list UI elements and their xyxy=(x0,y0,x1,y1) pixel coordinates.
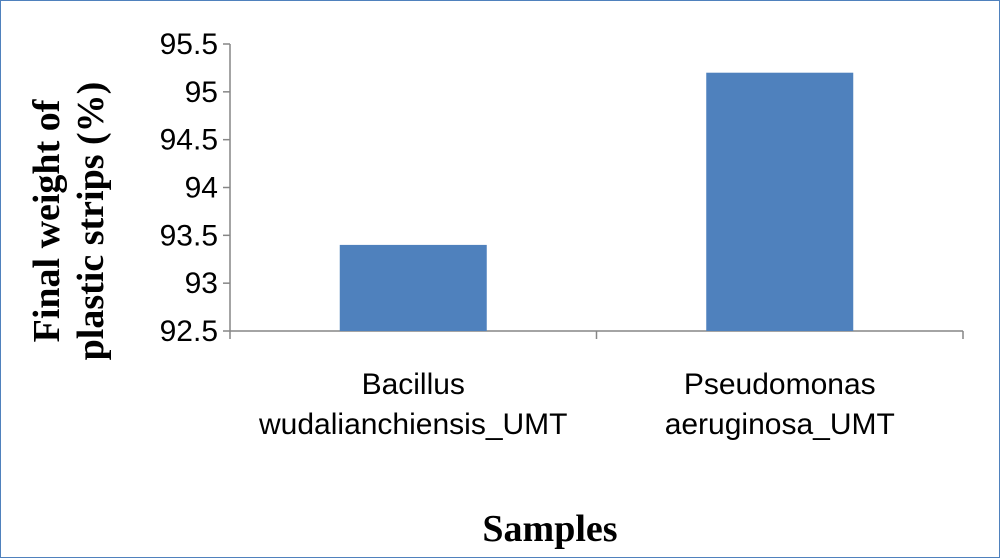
bar xyxy=(706,72,854,331)
y-tick-label: 95.5 xyxy=(160,28,218,61)
y-axis-title-line: Final weight of xyxy=(26,98,68,342)
bars xyxy=(339,72,854,331)
y-tick-label: 92.5 xyxy=(160,315,218,348)
x-axis: Bacillus wudalianchiensis_UMT Pseudomonas a… xyxy=(229,330,964,441)
y-tick-label: 93 xyxy=(185,267,218,300)
y-axis: 92.5 93 93.5 94 94.5 95 95.5 xyxy=(160,28,231,348)
y-tick-label: 93.5 xyxy=(160,219,218,252)
x-tick-label: aeruginosa_UMT xyxy=(665,408,895,441)
y-tick-label: 95 xyxy=(185,76,218,109)
y-tick-label: 94 xyxy=(185,172,218,205)
y-tick-label: 94.5 xyxy=(160,124,218,157)
x-tick-label: Pseudomonas xyxy=(684,368,876,401)
x-tick-label: wudalianchiensis_UMT xyxy=(258,408,567,441)
x-axis-title: Samples xyxy=(482,508,617,550)
y-axis-title-line: plastic strips (%) xyxy=(70,82,112,361)
bar xyxy=(339,244,487,331)
x-tick-label: Bacillus xyxy=(362,368,465,401)
y-axis-title: Final weight of plastic strips (%) xyxy=(26,82,112,361)
